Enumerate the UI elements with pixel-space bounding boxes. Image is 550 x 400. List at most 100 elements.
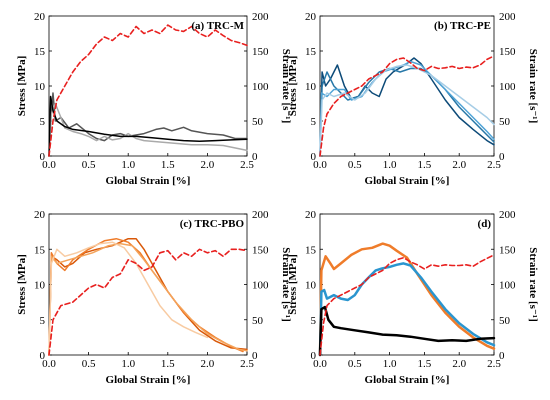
x-tick-label: 1.0 — [383, 358, 397, 370]
y-tick-label: 5 — [311, 315, 317, 327]
y2-tick-label: 50 — [252, 315, 264, 327]
y2-tick-label: 100 — [499, 81, 516, 93]
x-tick-label: 1.0 — [121, 159, 135, 171]
y2-tick-label: 50 — [499, 315, 511, 327]
strain-rate-line-5 — [48, 248, 248, 356]
y2-tick-label: 150 — [499, 244, 516, 256]
y-tick-label: 10 — [34, 280, 46, 292]
y2-tick-label: 0 — [499, 350, 505, 362]
x-tick-label: 0.5 — [82, 358, 96, 370]
y2-tick-label: 0 — [499, 151, 505, 163]
y-tick-label: 5 — [311, 116, 317, 128]
stress-line-1 — [48, 92, 248, 157]
y2-axis-label: Strain rate [s⁻¹] — [527, 247, 539, 321]
chart-panel-2: 0.0 0.5 1.0 1.5 2.0 2.505101520050100150200(b… — [287, 11, 539, 187]
x-tick-label: 0.0 — [42, 358, 56, 370]
stress-line-2 — [48, 102, 248, 157]
chart-panel-4: 0.0 0.5 1.0 1.5 2.0 2.505101520050100150200(d… — [287, 209, 539, 386]
x-tick-label: 1.5 — [418, 159, 432, 171]
y2-tick-label: 150 — [252, 244, 269, 256]
y-tick-label: 0 — [311, 350, 317, 362]
x-tick-label: 2.0 — [452, 159, 466, 171]
y2-tick-label: 200 — [252, 209, 269, 221]
stress-line-3 — [48, 95, 248, 157]
panel-title: (b) TRC-PE — [434, 20, 491, 32]
y2-axis-label: Strain rate [s⁻¹] — [527, 49, 539, 123]
y2-tick-label: 150 — [252, 46, 269, 58]
y2-tick-label: 200 — [252, 11, 269, 23]
stress-line-1 — [48, 237, 248, 356]
stress-line-2 — [48, 237, 244, 356]
y-tick-label: 15 — [305, 46, 317, 58]
y2-tick-label: 50 — [252, 116, 264, 128]
y2-tick-label: 0 — [252, 151, 258, 163]
y-tick-label: 15 — [34, 244, 46, 256]
x-tick-label: 1.0 — [121, 358, 135, 370]
y-tick-label: 0 — [311, 151, 317, 163]
y-tick-label: 5 — [40, 116, 46, 128]
panel-title: (d) — [478, 218, 492, 230]
strain-rate-line-5 — [319, 55, 495, 157]
stress-line-1 — [318, 242, 496, 357]
stress-line-2 — [318, 262, 496, 357]
y2-tick-label: 150 — [499, 46, 516, 58]
x-tick-label: 0.0 — [313, 358, 327, 370]
y-axis-label: Stress [MPa] — [16, 56, 28, 117]
panel-title: (c) TRC-PBO — [180, 218, 245, 230]
y-tick-label: 0 — [40, 151, 46, 163]
x-axis-label: Global Strain [%] — [106, 374, 191, 386]
x-tick-label: 0.0 — [313, 159, 327, 171]
y2-tick-label: 50 — [499, 116, 511, 128]
x-tick-label: 2.0 — [201, 159, 215, 171]
y2-tick-label: 0 — [252, 350, 258, 362]
x-tick-label: 0.5 — [82, 159, 96, 171]
y-tick-label: 15 — [305, 244, 317, 256]
stress-line-4 — [319, 64, 495, 157]
x-tick-label: 2.5 — [240, 159, 254, 171]
strain-rate-line-4 — [319, 254, 495, 356]
x-tick-label: 0.5 — [348, 159, 362, 171]
x-tick-label: 2.0 — [452, 358, 466, 370]
x-axis-label: Global Strain [%] — [365, 374, 450, 386]
y-tick-label: 5 — [40, 315, 46, 327]
y-tick-label: 20 — [34, 11, 46, 23]
stress-line-3 — [48, 242, 248, 356]
x-tick-label: 1.5 — [161, 358, 175, 370]
y2-axis-label: Strain rate [s⁻¹] — [280, 49, 292, 123]
chart-panel-3: 0.0 0.5 1.0 1.5 2.0 2.505101520050100150200(c… — [16, 209, 292, 386]
x-axis-label: Global Strain [%] — [106, 175, 191, 187]
stress-line-3 — [319, 60, 495, 157]
y2-tick-label: 100 — [252, 280, 269, 292]
x-axis-label: Global Strain [%] — [365, 175, 450, 187]
plot-frame — [319, 15, 495, 157]
chart-panel-1: 0.0 0.5 1.0 1.5 2.0 2.505101520050100150200(a… — [16, 11, 292, 187]
y-tick-label: 10 — [305, 280, 317, 292]
y-tick-label: 15 — [34, 46, 46, 58]
y2-tick-label: 200 — [499, 209, 516, 221]
x-tick-label: 2.5 — [487, 159, 501, 171]
strain-rate-line-4 — [48, 24, 248, 157]
x-tick-label: 2.0 — [201, 358, 215, 370]
x-tick-label: 1.0 — [383, 159, 397, 171]
stress-line-3 — [318, 305, 496, 357]
x-tick-label: 2.5 — [240, 358, 254, 370]
x-tick-label: 1.5 — [418, 358, 432, 370]
y-tick-label: 10 — [34, 81, 46, 93]
y-tick-label: 20 — [34, 209, 46, 221]
y-axis-label: Stress [MPa] — [287, 254, 299, 315]
y2-tick-label: 100 — [252, 81, 269, 93]
y2-axis-label: Strain rate [s⁻¹] — [280, 247, 292, 321]
x-tick-label: 1.5 — [161, 159, 175, 171]
x-tick-label: 0.5 — [348, 358, 362, 370]
y-tick-label: 20 — [305, 209, 317, 221]
y-tick-label: 10 — [305, 81, 317, 93]
y-axis-label: Stress [MPa] — [16, 254, 28, 315]
y-axis-label: Stress [MPa] — [287, 56, 299, 117]
y-tick-label: 0 — [40, 350, 46, 362]
stress-line-1 — [319, 57, 495, 157]
x-tick-label: 0.0 — [42, 159, 56, 171]
y2-tick-label: 200 — [499, 11, 516, 23]
x-tick-label: 2.5 — [487, 358, 501, 370]
y2-tick-label: 100 — [499, 280, 516, 292]
